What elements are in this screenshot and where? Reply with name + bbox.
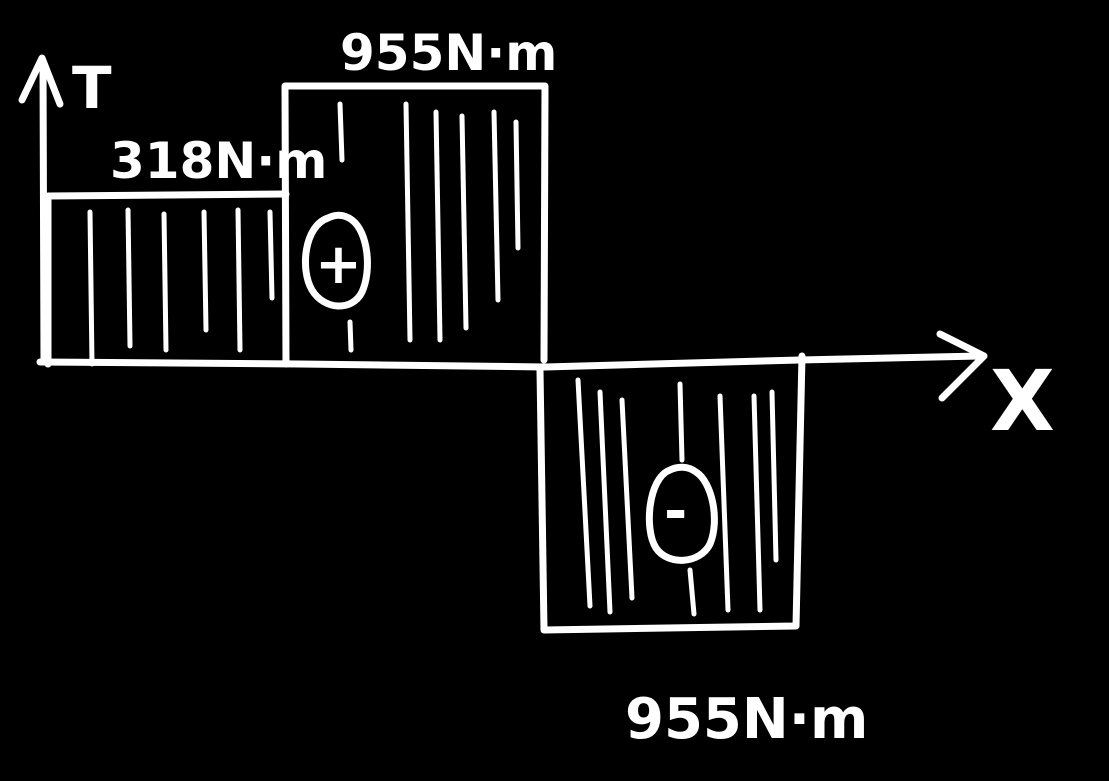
segment-3-outline	[536, 352, 806, 634]
positive-sign-circle	[302, 211, 371, 310]
y-axis-line	[39, 58, 48, 366]
segment-1-outline	[44, 190, 290, 368]
positive-sign-symbol: +	[315, 232, 362, 297]
negative-sign: -	[645, 463, 718, 564]
y-axis-arrowhead	[18, 54, 64, 108]
segment-2-value-label: 955N·m	[340, 24, 557, 82]
x-axis: X	[36, 330, 1055, 450]
y-axis-label: T	[72, 54, 112, 122]
segment-1-value-label: 318N·m	[110, 132, 327, 190]
segment-955-positive: + 955N·m	[281, 24, 557, 368]
x-axis-line	[36, 352, 984, 371]
x-axis-label: X	[990, 352, 1055, 450]
negative-sign-symbol: -	[664, 479, 687, 544]
segment-3-value-label: 955N·m	[625, 687, 868, 752]
segment-3-hatching	[575, 377, 779, 617]
segment-2-outline	[281, 82, 549, 368]
segment-318-positive: 318N·m	[44, 132, 327, 368]
segment-955-negative: - 955N·m	[536, 352, 868, 752]
negative-sign-circle	[645, 463, 718, 564]
x-axis-arrowhead	[936, 330, 988, 402]
y-axis: T	[18, 54, 112, 366]
segment-2-hatching	[337, 101, 521, 353]
segment-1-hatching	[87, 207, 275, 367]
positive-sign: +	[302, 211, 371, 310]
